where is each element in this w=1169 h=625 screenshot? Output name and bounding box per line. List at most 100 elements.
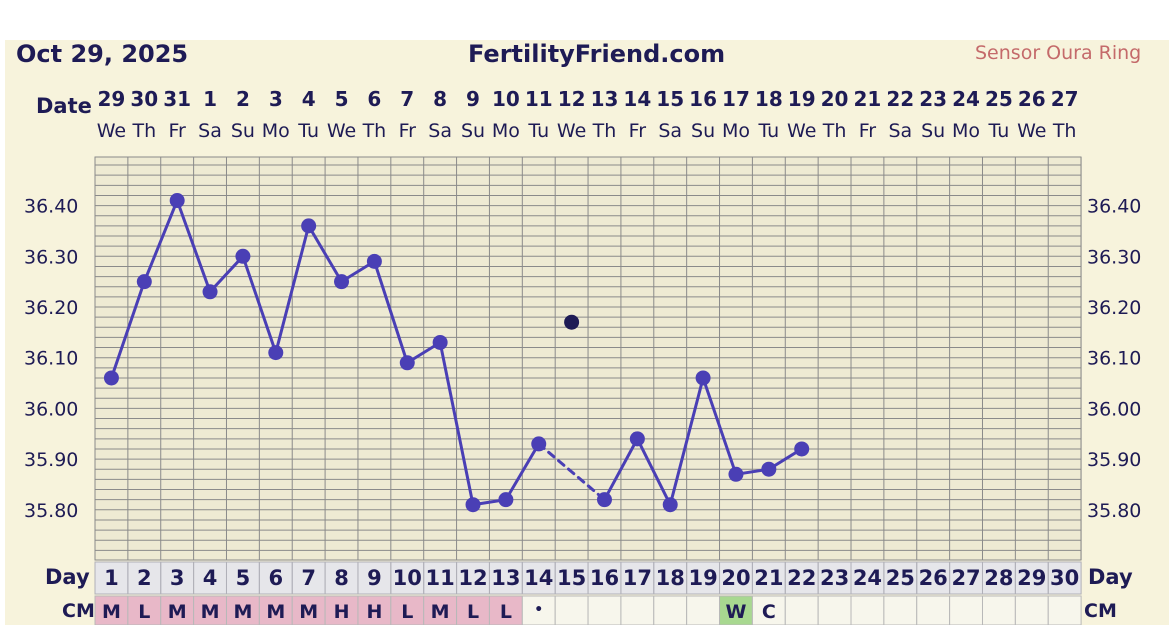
temp-point: [629, 431, 645, 447]
cm-value: M: [102, 601, 121, 623]
day-number: 12: [458, 566, 487, 590]
weekday-label: We: [327, 120, 356, 142]
temp-point: [334, 274, 350, 290]
temp-line-segment: [109, 280, 146, 380]
y-tick-left: 36.00: [24, 398, 78, 420]
cm-cell: [1014, 595, 1049, 625]
temp-line-segment: [175, 199, 212, 294]
y-tick-right: 36.40: [1087, 196, 1141, 218]
day-number: 3: [170, 566, 185, 590]
cm-cell: [883, 595, 918, 625]
weekday-label: Tu: [297, 120, 319, 142]
day-number: 19: [688, 566, 717, 590]
date-label: 16: [689, 87, 717, 111]
weekday-label: Mo: [262, 120, 290, 142]
cm-cell: [390, 595, 425, 625]
temp-line-segment: [668, 376, 705, 507]
temp-point: [202, 284, 218, 300]
cm-value: H: [366, 601, 382, 623]
weekday-label: Sa: [428, 120, 452, 142]
temp-point: [301, 218, 317, 234]
day-row-label: Day: [45, 565, 90, 589]
cm-cell: [850, 595, 885, 625]
temp-line-segment: [142, 199, 179, 284]
date-label: 23: [919, 87, 947, 111]
temp-point: [268, 345, 284, 361]
weekday-label: Su: [231, 120, 255, 142]
cm-value: W: [725, 601, 746, 623]
date-label: 15: [656, 87, 684, 111]
temp-point: [136, 274, 152, 290]
date-row-label: Date: [36, 94, 92, 118]
cm-cell: [784, 595, 819, 625]
weekday-label: Mo: [492, 120, 520, 142]
date-label: 29: [98, 87, 126, 111]
weekday-label: Sa: [888, 120, 912, 142]
weekday-label: Tu: [527, 120, 549, 142]
date-label: 9: [466, 87, 480, 111]
weekday-label: Su: [921, 120, 945, 142]
cm-cell: [653, 595, 688, 625]
cm-value: M: [431, 601, 450, 623]
weekday-label: Fr: [629, 120, 647, 142]
weekday-label: We: [787, 120, 816, 142]
temp-line-segment: [307, 224, 344, 284]
day-number: 10: [393, 566, 422, 590]
cm-value: M: [201, 601, 220, 623]
y-tick-left: 36.30: [24, 246, 78, 268]
weekday-label: Fr: [168, 120, 186, 142]
day-number: 28: [984, 566, 1013, 590]
temp-point: [366, 253, 382, 269]
cm-value: L: [467, 601, 479, 623]
date-label: 12: [558, 87, 586, 111]
weekday-label: We: [97, 120, 126, 142]
day-row-label-right: Day: [1088, 565, 1133, 589]
cm-cell: [817, 595, 852, 625]
temp-point-discarded: [564, 314, 580, 330]
date-label: 3: [269, 87, 283, 111]
date-label: 24: [952, 87, 980, 111]
weekday-label: Tu: [757, 120, 779, 142]
y-tick-left: 35.80: [24, 500, 78, 522]
weekday-label: Fr: [399, 120, 417, 142]
date-label: 4: [302, 87, 316, 111]
day-number: 7: [301, 566, 316, 590]
temp-line-segment: [208, 254, 245, 294]
temp-point: [695, 370, 711, 386]
day-number: 30: [1050, 566, 1079, 590]
date-label: 27: [1051, 87, 1079, 111]
temp-point: [103, 370, 119, 386]
date-label: 14: [623, 87, 651, 111]
weekday-label: Fr: [859, 120, 877, 142]
cm-cell: [981, 595, 1016, 625]
cm-cell: [686, 595, 721, 625]
cm-cell: [127, 595, 162, 625]
day-number: 11: [426, 566, 455, 590]
temp-line-segment: [274, 224, 311, 355]
cm-value: M: [299, 601, 318, 623]
temp-point: [596, 492, 612, 508]
date-label: 5: [335, 87, 349, 111]
day-number: 18: [656, 566, 685, 590]
weekday-label: Sa: [658, 120, 682, 142]
y-tick-left: 36.10: [24, 348, 78, 370]
weekday-label: Tu: [988, 120, 1010, 142]
temp-point: [169, 193, 185, 209]
day-number: 25: [886, 566, 915, 590]
cm-cell: [620, 595, 655, 625]
weekday-label: Th: [362, 120, 387, 142]
temp-point: [498, 492, 514, 508]
date-label: 7: [400, 87, 414, 111]
day-number: 23: [820, 566, 849, 590]
date-label: 8: [433, 87, 447, 111]
date-label: 20: [821, 87, 849, 111]
y-tick-right: 36.00: [1087, 398, 1141, 420]
date-label: 25: [985, 87, 1013, 111]
date-label: 26: [1018, 87, 1046, 111]
temp-point: [235, 248, 251, 264]
site-name: FertilityFriend.com: [468, 40, 726, 68]
cm-cell: [949, 595, 983, 625]
y-tick-right: 36.30: [1087, 246, 1141, 268]
date-label: 18: [755, 87, 783, 111]
